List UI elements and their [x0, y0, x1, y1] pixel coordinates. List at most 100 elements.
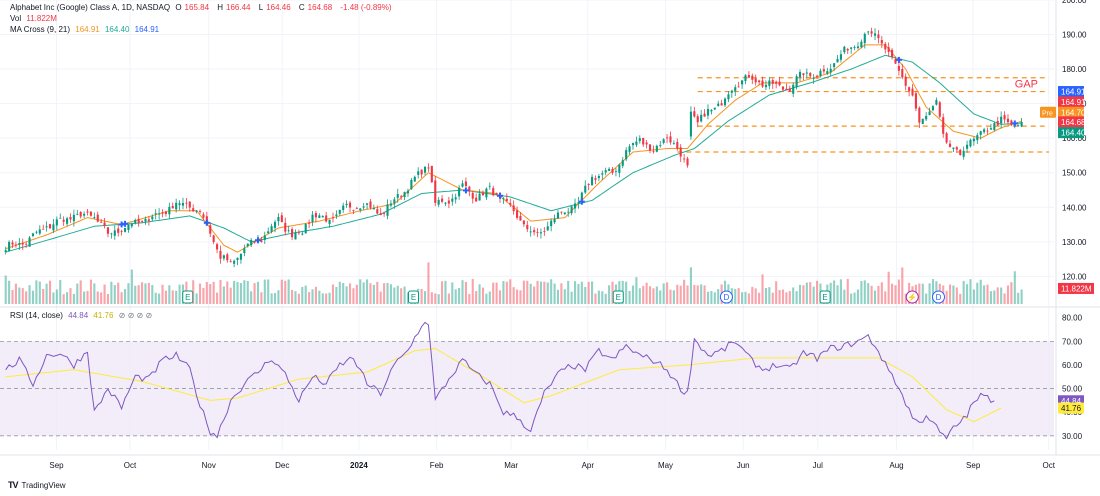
price-badge-label: 164.68 [1061, 118, 1086, 127]
earnings-icon[interactable]: E [819, 290, 831, 304]
candle-body [805, 72, 808, 74]
ma-cross-icon [254, 237, 261, 244]
volume-bar [134, 285, 137, 304]
candle-body [413, 176, 416, 182]
price-tick-label: 200.00 [1062, 0, 1087, 5]
volume-bar [604, 293, 607, 304]
candle [962, 146, 965, 160]
volume-bar [546, 282, 549, 304]
ma-label[interactable]: MA Cross (9, 21) [10, 25, 71, 34]
candle-body [280, 215, 283, 223]
price-tick-label: 140.00 [1062, 203, 1087, 212]
candle [911, 84, 914, 97]
candle-body [488, 185, 491, 187]
dividend-icon[interactable]: D [932, 290, 945, 304]
volume-bar [833, 280, 836, 304]
volume-bar [386, 283, 389, 304]
volume-bar [168, 285, 171, 304]
candle-body [62, 219, 65, 222]
split-icon[interactable]: ⚡ [905, 290, 919, 304]
candle-body [100, 221, 103, 223]
candle [42, 224, 45, 230]
volume-bar [161, 284, 164, 304]
volume-bar [860, 281, 863, 304]
candle [171, 202, 174, 209]
candle-body [72, 214, 75, 222]
volume-bar [396, 285, 399, 304]
close-value: C 164.68 [298, 3, 333, 12]
candle [417, 167, 420, 179]
candle-body [775, 81, 778, 84]
price-badge [1058, 86, 1084, 98]
candle-body [246, 243, 249, 247]
earnings-icon[interactable]: E [408, 290, 419, 304]
volume-bars [4, 262, 1023, 304]
candle [260, 236, 263, 243]
candle [389, 200, 392, 208]
volume-bar [31, 290, 35, 304]
volume-bar [601, 291, 604, 304]
candle-body [546, 226, 549, 231]
rsi-visibility-icons[interactable]: ⊘ ⊘ ⊘ ⊘ [118, 311, 153, 320]
candle [880, 36, 883, 48]
rsi-badge-label: 41.76 [1061, 404, 1082, 413]
tradingview-watermark[interactable]: TV TradingView [8, 480, 66, 490]
candle [328, 219, 331, 228]
gap-lines: GAP [677, 77, 1049, 153]
candle [1006, 114, 1010, 125]
candle-body [318, 215, 321, 218]
time-tick-label: 2024 [350, 461, 368, 470]
volume-bar [437, 294, 440, 304]
candle [287, 225, 290, 233]
event-markers[interactable]: E E E D E ⚡ D [182, 290, 945, 304]
volume-bar [130, 269, 133, 304]
candle [608, 167, 611, 172]
volume-bar [648, 286, 652, 304]
volume-bar [638, 288, 641, 304]
candle-body [475, 197, 478, 202]
volume-bar [471, 278, 474, 304]
candle-body [945, 133, 948, 143]
candle [379, 208, 382, 216]
candle-body [120, 231, 123, 232]
candle-body [959, 149, 962, 156]
candle-body [594, 178, 597, 180]
volume-bar [25, 291, 28, 304]
volume-bar [304, 285, 307, 304]
earnings-icon[interactable]: E [182, 290, 194, 304]
volume-bar [263, 279, 266, 304]
earnings-icon[interactable]: E [612, 290, 624, 304]
volume-bar [202, 287, 205, 304]
candle-body [996, 121, 999, 126]
candle-body [236, 257, 239, 260]
candle-body [839, 54, 842, 60]
candle [62, 216, 65, 226]
candle [945, 131, 948, 144]
candle-body [631, 143, 635, 146]
candle-body [229, 261, 232, 263]
candle [935, 97, 938, 106]
candle-body [130, 223, 133, 227]
volume-bar [137, 285, 140, 304]
volume-bar [1020, 289, 1023, 304]
candle [192, 204, 195, 212]
rsi-label[interactable]: RSI (14, close) [10, 311, 63, 320]
candle [464, 177, 467, 188]
candle-body [478, 193, 481, 201]
volume-label[interactable]: Vol [10, 14, 22, 23]
candle [754, 74, 757, 86]
volume-bar [355, 284, 358, 304]
volume-bar [706, 291, 710, 304]
candle-body [901, 68, 904, 78]
volume-bar [342, 282, 345, 304]
volume-bar [676, 284, 679, 304]
candlesticks[interactable] [4, 27, 1023, 268]
candle [672, 140, 675, 145]
dividend-icon[interactable]: D [719, 290, 733, 304]
volume-bar [798, 284, 802, 304]
candle-body [836, 59, 839, 63]
symbol-title[interactable]: Alphabet Inc (Google) Class A, 1D, NASDA… [10, 3, 171, 12]
candle-body [720, 103, 723, 106]
candle-body [856, 46, 860, 48]
